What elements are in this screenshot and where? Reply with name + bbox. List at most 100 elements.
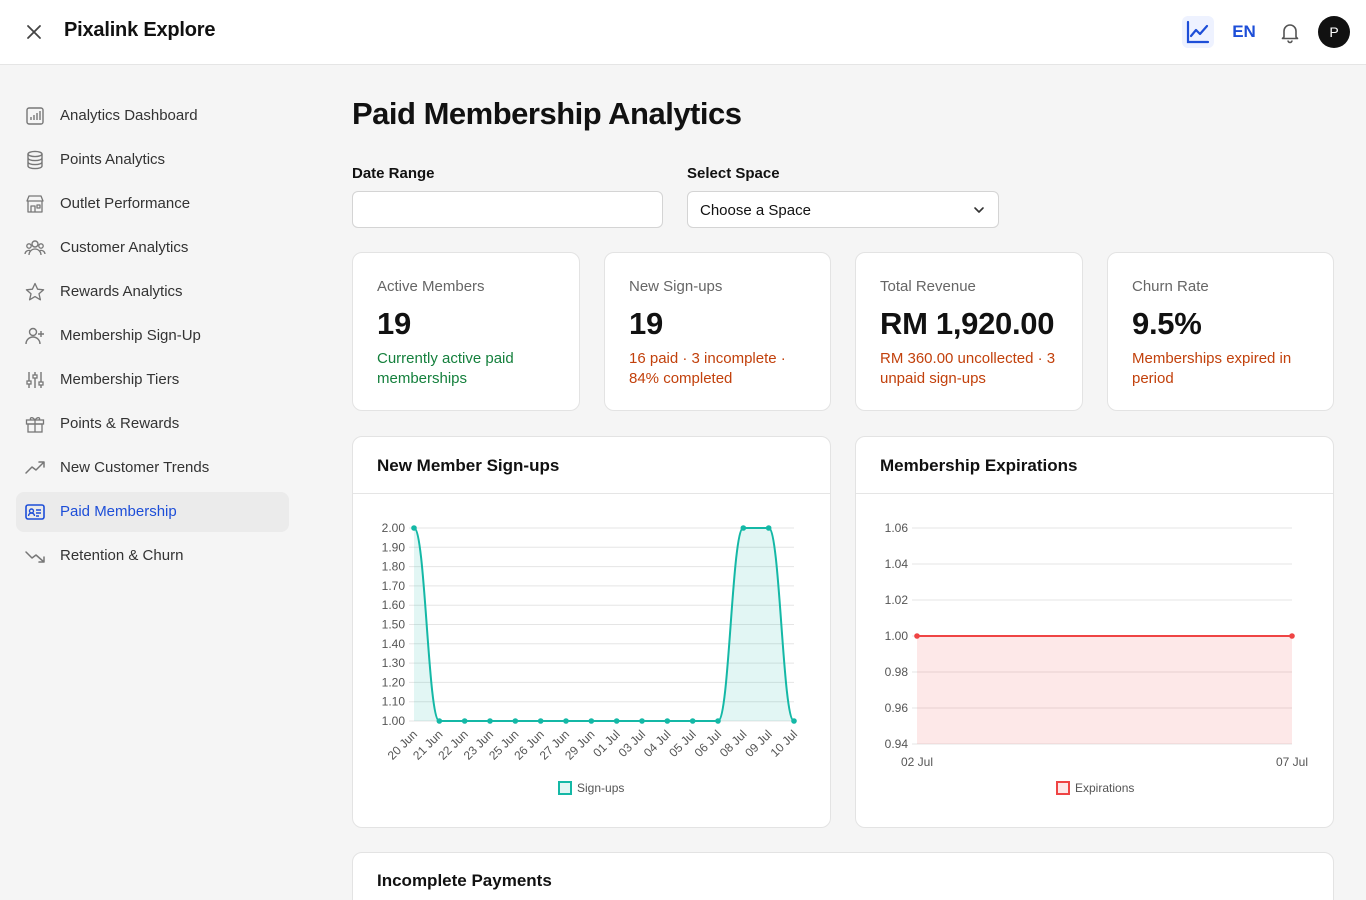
y-tick-label: 1.30 (382, 656, 406, 670)
sidebar-item-membership-tiers[interactable]: Membership Tiers (16, 360, 289, 400)
sidebar-item-outlet-performance[interactable]: Outlet Performance (16, 184, 289, 224)
incomplete-payments-title: Incomplete Payments (377, 871, 552, 890)
y-tick-label: 1.60 (382, 598, 406, 612)
x-tick-label: 06 Jul (692, 727, 725, 760)
y-tick-label: 1.02 (885, 593, 909, 607)
x-tick-label: 04 Jul (641, 727, 674, 760)
data-point (411, 525, 417, 531)
store-icon (26, 195, 44, 213)
stat-value: RM 1,920.00 (880, 306, 1055, 341)
chevron-down-icon (974, 207, 984, 213)
y-tick-label: 1.90 (382, 540, 406, 554)
sidebar-item-retention-churn[interactable]: Retention & Churn (16, 536, 289, 576)
gift-icon (25, 417, 45, 433)
stat-value: 9.5% (1132, 306, 1202, 341)
data-point (563, 718, 569, 724)
user-plus-icon (25, 327, 44, 345)
stat-card-new-signups: New Sign-ups 19 16 paid · 3 incomplete ·… (604, 252, 831, 411)
sidebar-item-rewards-analytics[interactable]: Rewards Analytics (16, 272, 289, 312)
data-point (512, 718, 519, 724)
x-tick-label: 03 Jul (616, 727, 649, 760)
stat-note: Currently active paid memberships (377, 350, 514, 387)
data-point (461, 718, 468, 724)
sliders-icon (26, 372, 44, 388)
expirations-chart: 0.94 0.96 0.98 1.00 1.02 1.04 1.06 02 Jul 07 Jul… (885, 521, 1308, 795)
legend-swatch (1056, 781, 1070, 795)
bell-icon[interactable] (1278, 20, 1302, 44)
stat-note: RM 360.00 uncollected · 3 unpaid sign-up… (880, 350, 1056, 387)
x-tick-label: 02 Jul (901, 755, 933, 769)
sidebar-item-analytics-dashboard[interactable]: Analytics Dashboard (16, 96, 289, 136)
x-tick-label: 05 Jul (666, 727, 699, 760)
sidebar-item-label: Outlet Performance (60, 195, 191, 212)
sidebar-item-label: Membership Tiers (60, 371, 180, 388)
sidebar-item-label: Points & Rewards (60, 415, 180, 432)
trending-down-icon (25, 551, 45, 563)
data-point (487, 718, 493, 724)
line-chart-icon (1186, 20, 1210, 44)
y-tick-label: 0.98 (885, 665, 909, 679)
data-point (664, 718, 671, 724)
sidebar-item-points-analytics[interactable]: Points Analytics (16, 140, 289, 180)
stat-label: Active Members (377, 278, 485, 295)
data-point (613, 718, 620, 724)
id-card-icon (25, 504, 45, 520)
close-icon[interactable] (22, 20, 46, 44)
y-tick-label: 1.70 (382, 579, 406, 593)
series-area (414, 528, 794, 721)
stat-card-active-members: Active Members 19 Currently active paid … (352, 252, 580, 411)
users-icon (24, 240, 46, 256)
stat-card-churn-rate: Churn Rate 9.5% Memberships expired in p… (1107, 252, 1334, 411)
date-range-label: Date Range (352, 165, 435, 182)
sidebar-item-label: Retention & Churn (60, 547, 184, 564)
data-point (1289, 633, 1295, 639)
expirations-chart-title: Membership Expirations (880, 456, 1078, 475)
trending-up-icon (25, 461, 45, 474)
sidebar-item-points-rewards[interactable]: Points & Rewards (16, 404, 289, 444)
y-tick-label: 0.96 (885, 701, 909, 715)
sidebar: Analytics Dashboard Points Analytics Outle… (0, 65, 305, 900)
x-tick-label: 07 Jul (1276, 755, 1308, 769)
space-select[interactable]: Choose a Space (687, 191, 999, 228)
stat-label: Total Revenue (880, 278, 976, 295)
signups-chart-card: New Member Sign-ups 1.00 1.10 1.20 1.30 1.40… (352, 436, 831, 828)
y-tick-label: 1.00 (885, 629, 909, 643)
data-point (588, 718, 595, 724)
incomplete-payments-card: Incomplete Payments (352, 852, 1334, 900)
legend-label: Sign-ups (577, 781, 624, 795)
app-title: Pixalink Explore (64, 19, 216, 41)
stat-value: 19 (629, 306, 663, 341)
data-point (765, 525, 772, 531)
stat-note: Memberships expired in period (1132, 350, 1292, 387)
sidebar-item-membership-sign-up[interactable]: Membership Sign-Up (16, 316, 289, 356)
y-tick-label: 0.94 (885, 737, 909, 751)
x-tick-label: 01 Jul (590, 727, 623, 760)
avatar[interactable]: P (1318, 16, 1350, 48)
page-title: Paid Membership Analytics (352, 96, 742, 131)
stat-label: Churn Rate (1132, 278, 1209, 295)
y-tick-label: 1.40 (382, 637, 406, 651)
y-tick-label: 1.80 (382, 560, 406, 574)
sidebar-item-label: Rewards Analytics (60, 283, 183, 300)
database-icon (27, 150, 43, 170)
data-point (436, 718, 443, 724)
sidebar-item-customer-analytics[interactable]: Customer Analytics (16, 228, 289, 268)
analytics-toggle-button[interactable] (1182, 16, 1214, 48)
stat-label: New Sign-ups (629, 278, 723, 295)
sidebar-item-paid-membership[interactable]: Paid Membership (16, 492, 289, 532)
legend-swatch (558, 781, 572, 795)
data-point (689, 718, 696, 724)
signups-chart-title: New Member Sign-ups (377, 456, 560, 475)
sidebar-item-label: Customer Analytics (60, 239, 189, 256)
date-range-input[interactable] (352, 191, 663, 228)
sidebar-item-new-customer-trends[interactable]: New Customer Trends (16, 448, 289, 488)
y-tick-label: 2.00 (382, 521, 406, 535)
language-button[interactable]: EN (1232, 22, 1256, 41)
data-point (537, 718, 544, 724)
stat-card-total-revenue: Total Revenue RM 1,920.00 RM 360.00 unco… (855, 252, 1083, 411)
expirations-chart-card: Membership Expirations 0.94 0.96 0.98 1.00 1… (855, 436, 1334, 828)
divider (856, 493, 1333, 494)
x-tick-label: 09 Jul (742, 727, 775, 760)
y-tick-label: 1.10 (382, 695, 406, 709)
top-bar: Pixalink Explore EN P (0, 0, 1366, 65)
